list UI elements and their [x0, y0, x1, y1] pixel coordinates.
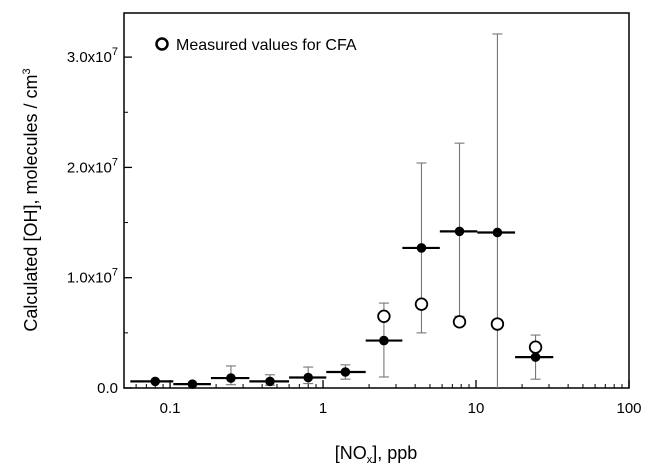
y-error-bars [225, 33, 541, 388]
x-axis-title: [NOx], ppb [335, 443, 418, 465]
filled-circle-point [265, 376, 275, 387]
open-circle-point [490, 317, 505, 331]
x-tick-label: 1 [319, 400, 327, 417]
x-tick-label: 0.1 [160, 400, 181, 417]
filled-circle-point [530, 352, 541, 362]
plot-frame [123, 12, 630, 389]
x-tick-label: 100 [616, 400, 641, 417]
filled-circle-point [379, 335, 389, 346]
y-axis-title: Calculated [OH], molecules / cm3 [21, 68, 41, 331]
filled-circle-point [187, 379, 198, 389]
open-circle-point [452, 315, 467, 329]
data-markers [150, 226, 543, 389]
y-tick-label: 3.0x107 [67, 46, 118, 66]
filled-circle-point [492, 227, 503, 238]
open-circle-point [414, 297, 429, 311]
filled-circle-point [454, 226, 465, 237]
filled-circle-point [303, 372, 314, 383]
y-tick-label: 1.0x107 [67, 267, 118, 287]
open-circle-point [377, 309, 391, 324]
y-tick-label: 0.0 [97, 380, 118, 397]
filled-circle-point [340, 367, 351, 377]
legend-label: Measured values for CFA [176, 37, 357, 54]
filled-circle-point [150, 376, 161, 387]
filled-circle-point [416, 243, 427, 253]
legend-open-circle-marker [155, 37, 169, 51]
filled-circle-point [226, 373, 236, 383]
axis-ticks: 0.1 1 10 100 0.0 1.0x107 2.0x107 3.0x107 [67, 46, 642, 417]
x-tick-label: 10 [468, 400, 485, 417]
legend: Measured values for CFA [155, 37, 357, 54]
y-tick-label: 2.0x107 [67, 156, 118, 176]
x-range-bars [130, 230, 554, 386]
open-circle-point [528, 340, 543, 354]
